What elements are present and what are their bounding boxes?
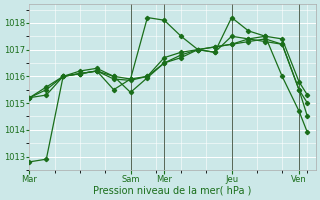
- X-axis label: Pression niveau de la mer( hPa ): Pression niveau de la mer( hPa ): [93, 186, 252, 196]
